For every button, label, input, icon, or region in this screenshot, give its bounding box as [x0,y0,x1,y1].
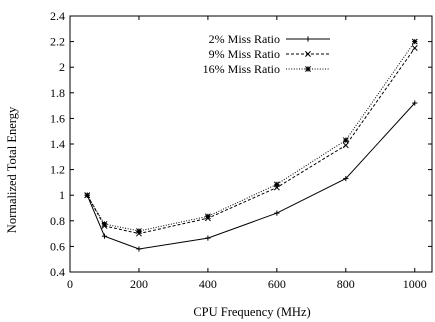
y-tick-label: 1.6 [50,111,65,125]
y-tick-label: 1.8 [50,86,65,100]
legend-entry: 2% Miss Ratio [209,32,330,46]
series-3 [84,38,418,234]
data-point [411,38,418,45]
data-point [101,221,108,227]
y-tick-label: 1.2 [50,163,65,177]
data-point [101,233,108,239]
series-1 [84,100,418,252]
legend-entry: 9% Miss Ratio [209,47,330,61]
marker-core [344,138,348,142]
x-tick-label: 800 [337,277,355,291]
marker-stroke [411,45,418,51]
y-tick-label: 2.2 [50,35,65,49]
marker-core [102,222,107,226]
data-point [204,213,211,220]
x-axis-label: CPU Frequency (MHz) [193,305,310,319]
y-tick-label: 1 [59,188,65,202]
series-line [86,102,416,250]
data-point [136,246,142,252]
marker-core [275,182,279,186]
y-tick-label: 0.6 [50,239,65,253]
data-point [343,175,349,182]
data-point [84,192,91,199]
data-point [205,235,211,241]
data-point [342,142,349,149]
legend-entry: 16% Miss Ratio [203,62,330,76]
y-tick-label: 2.4 [50,9,65,23]
x-tick-label: 1000 [403,277,427,291]
marker-core [137,229,141,233]
series-layer [84,38,418,252]
marker-core [413,40,417,44]
legend-label: 16% Miss Ratio [203,62,280,76]
x-tick-label: 0 [67,277,73,291]
x-tick-label: 200 [130,277,148,291]
data-point [274,210,280,216]
marker-core [85,193,89,197]
marker-core [206,214,210,218]
data-point [135,228,142,234]
data-point [305,66,311,72]
data-point [412,100,418,106]
marker-core [306,67,310,71]
y-axis: 0.4 0.6 0.8 1 1.2 1.4 1.6 1.8 2 2.2 2.4 [50,9,432,279]
legend-label: 2% Miss Ratio [209,32,280,46]
data-point [305,36,311,42]
data-point [342,137,349,144]
y-tick-label: 2 [59,60,65,74]
y-tick-label: 0.8 [50,214,65,228]
marker-stroke [342,142,349,149]
y-axis-label: Normalized Total Energy [5,106,19,233]
x-tick-label: 600 [268,277,286,291]
y-tick-label: 1.4 [50,137,65,151]
data-point [273,181,280,188]
x-tick-label: 400 [199,277,217,291]
y-tick-label: 0.4 [50,265,65,279]
data-point [305,51,311,57]
data-point [411,45,418,51]
marker-stroke [305,51,311,57]
x-axis: 0 200 400 600 800 1000 [67,16,427,291]
legend-label: 9% Miss Ratio [209,47,280,61]
